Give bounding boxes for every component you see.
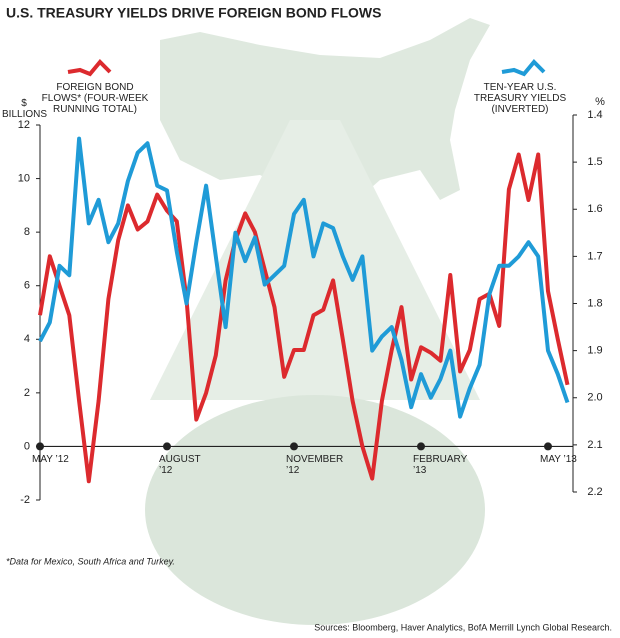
y2-tick-label: 1.6 [587,203,602,215]
y2-tick-label: 2.2 [587,486,602,498]
legend-swatch [501,59,546,77]
x-tick-label: NOVEMBER ’12 [286,454,344,477]
y2-tick-label: 1.5 [587,156,602,168]
y2-axis-label: % [595,96,605,108]
source: Sources: Bloomberg, Haver Analytics, Bof… [314,622,612,632]
y-tick-label: 4 [24,333,30,345]
legend-label: FOREIGN BOND FLOWS* (FOUR-WEEK RUNNING T… [41,82,149,115]
x-tick [163,442,171,451]
line-series [38,136,570,419]
x-tick-label: MAY ’13 [540,454,577,466]
us-map [160,18,490,215]
x-tick-label: AUGUST ’12 [159,454,201,477]
y-tick-label: 8 [24,226,30,238]
y2-tick-label: 1.9 [587,345,602,357]
x-tick [290,442,298,451]
y-axis-label: $ BILLIONS [2,98,48,120]
y2-tick-label: 1.8 [587,297,602,309]
y-tick-label: 6 [24,280,30,292]
legend-swatch [67,59,112,77]
x-tick-label: MAY ’12 [32,454,69,466]
x-tick [417,442,425,451]
footnote: *Data for Mexico, South Africa and Turke… [6,556,175,566]
y-tick-label: -2 [20,494,30,506]
y2-tick-label: 2.0 [587,392,602,404]
y-tick-label: 2 [24,387,30,399]
y2-tick-label: 1.4 [587,109,602,121]
line-series [38,152,570,484]
y2-tick-label: 1.7 [587,250,602,262]
y-tick-label: 0 [24,440,30,452]
background-art [145,18,490,625]
x-tick-label: FEBRUARY ’13 [413,454,468,477]
chart-title: U.S. TREASURY YIELDS DRIVE FOREIGN BOND … [6,5,381,21]
y-tick-label: 10 [18,172,30,184]
x-tick [36,442,44,451]
globe [145,395,485,625]
y-tick-label: 12 [18,119,30,131]
y2-tick-label: 2.1 [587,439,602,451]
legend-label: TEN-YEAR U.S. TREASURY YIELDS (INVERTED) [473,82,567,115]
x-tick [544,442,552,451]
